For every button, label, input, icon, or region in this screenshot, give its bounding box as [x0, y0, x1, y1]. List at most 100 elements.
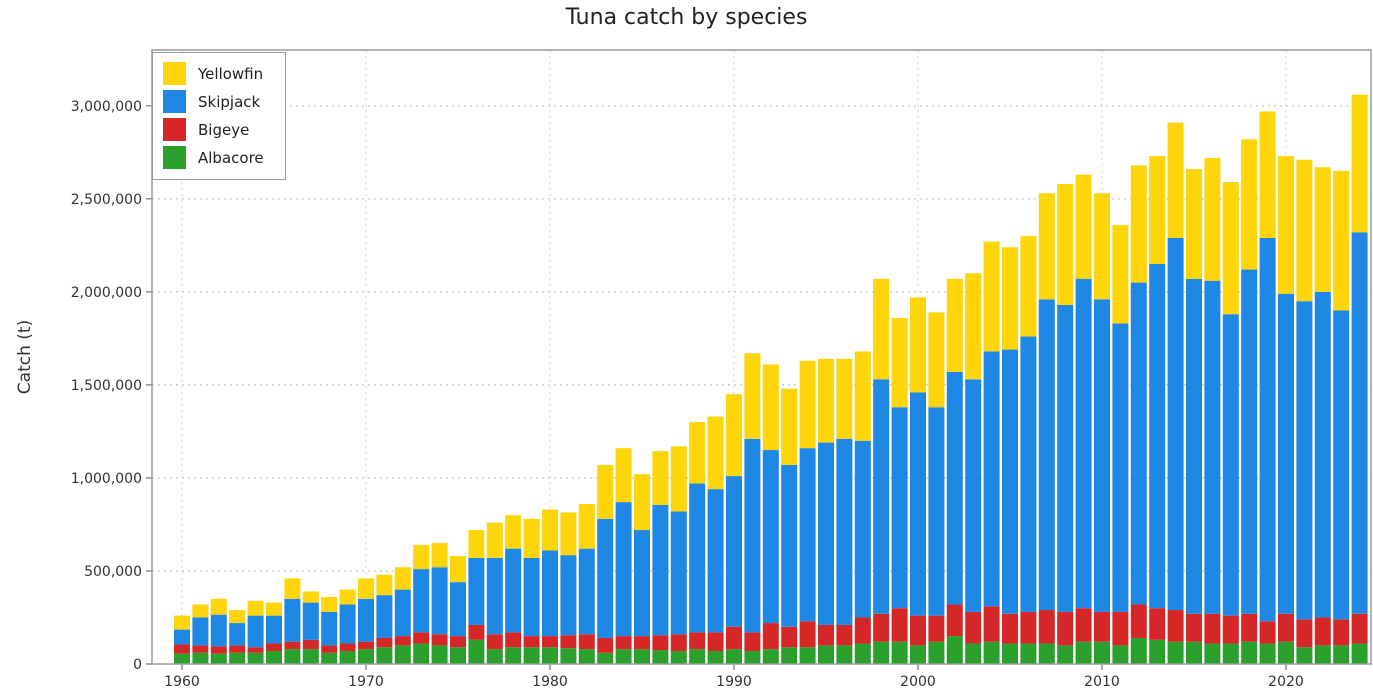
bar-bigeye [468, 625, 484, 640]
bar-bigeye [579, 634, 595, 649]
bar-bigeye [781, 627, 797, 647]
bar-albacore [1352, 644, 1368, 664]
bar-skipjack [358, 599, 374, 642]
bar-yellowfin [376, 575, 392, 595]
bar-bigeye [910, 616, 926, 646]
bar-yellowfin [229, 610, 245, 623]
bar-skipjack [1296, 301, 1312, 619]
bar-yellowfin [211, 599, 227, 615]
bar-bigeye [928, 616, 944, 642]
bar-yellowfin [1094, 193, 1110, 299]
bar-albacore [689, 649, 705, 664]
bar-albacore [1112, 645, 1128, 664]
bar-yellowfin [1057, 184, 1073, 305]
bar-albacore [928, 642, 944, 664]
bar-yellowfin [1112, 225, 1128, 324]
y-tick-label: 2,000,000 [71, 285, 142, 301]
bar-bigeye [340, 644, 356, 651]
bar-yellowfin [192, 604, 208, 617]
bar-bigeye [1039, 610, 1055, 643]
bar-albacore [303, 649, 319, 664]
x-tick-label: 2010 [1084, 674, 1120, 690]
bar-skipjack [1278, 294, 1294, 614]
bar-bigeye [1204, 614, 1220, 644]
bar-bigeye [744, 632, 760, 651]
bar-albacore [266, 651, 282, 664]
bar-albacore [763, 649, 779, 664]
bar-skipjack [1352, 232, 1368, 613]
bar-skipjack [1333, 310, 1349, 619]
bar-bigeye [652, 635, 668, 650]
bar-bigeye [229, 645, 245, 652]
bar-skipjack [818, 443, 834, 625]
bar-yellowfin [468, 530, 484, 558]
bar-skipjack [395, 590, 411, 637]
bar-bigeye [358, 642, 374, 649]
legend-swatch-bigeye [163, 118, 186, 141]
bar-skipjack [1168, 238, 1184, 610]
bar-skipjack [1186, 279, 1202, 614]
bar-bigeye [505, 632, 521, 647]
bar-skipjack [1260, 238, 1276, 621]
bar-bigeye [1057, 612, 1073, 645]
bar-skipjack [284, 599, 300, 642]
bar-bigeye [818, 625, 834, 645]
bar-skipjack [652, 505, 668, 635]
bar-yellowfin [726, 394, 742, 476]
bar-yellowfin [560, 512, 576, 555]
bar-yellowfin [487, 523, 503, 558]
x-tick-label: 2020 [1268, 674, 1304, 690]
bar-albacore [892, 642, 908, 664]
bar-albacore [652, 650, 668, 664]
legend-swatch-yellowfin [163, 62, 186, 85]
bar-skipjack [560, 555, 576, 635]
bar-skipjack [413, 569, 429, 632]
bar-albacore [616, 649, 632, 664]
bar-bigeye [1112, 612, 1128, 645]
bar-skipjack [873, 379, 889, 613]
bar-bigeye [1186, 614, 1202, 642]
bar-skipjack [211, 615, 227, 647]
y-axis-title: Catch (t) [15, 320, 35, 394]
bar-yellowfin [800, 361, 816, 448]
bar-albacore [1204, 644, 1220, 664]
bar-albacore [505, 647, 521, 664]
bar-yellowfin [432, 543, 448, 567]
bar-skipjack [1020, 337, 1036, 612]
bar-albacore [487, 649, 503, 664]
y-tick-label: 500,000 [84, 564, 142, 580]
bar-albacore [248, 653, 264, 664]
bar-bigeye [634, 636, 650, 649]
legend-swatch-skipjack [163, 90, 186, 113]
bar-skipjack [689, 484, 705, 633]
bar-albacore [468, 640, 484, 664]
y-tick-label: 3,000,000 [71, 99, 142, 115]
bar-bigeye [303, 640, 319, 649]
bar-yellowfin [873, 279, 889, 379]
bar-skipjack [855, 441, 871, 618]
bar-skipjack [505, 549, 521, 633]
bar-albacore [1241, 642, 1257, 664]
bar-skipjack [1057, 305, 1073, 612]
bar-yellowfin [1296, 160, 1312, 301]
bar-albacore [432, 645, 448, 664]
legend: Yellowfin Skipjack Bigeye Albacore [152, 52, 286, 180]
x-tick-label: 2000 [900, 674, 936, 690]
bar-skipjack [248, 616, 264, 648]
bar-albacore [450, 647, 466, 664]
bar-albacore [174, 654, 190, 664]
bar-yellowfin [248, 601, 264, 616]
x-tick-label: 1980 [532, 674, 568, 690]
bar-bigeye [855, 617, 871, 643]
bar-albacore [358, 649, 374, 664]
bar-bigeye [1241, 614, 1257, 642]
bar-skipjack [671, 511, 687, 634]
bar-bigeye [1333, 619, 1349, 645]
bar-albacore [708, 651, 724, 664]
bar-albacore [1002, 644, 1018, 664]
bar-albacore [1094, 642, 1110, 664]
bar-yellowfin [744, 353, 760, 439]
legend-label-yellowfin: Yellowfin [198, 65, 263, 83]
bar-albacore [965, 644, 981, 664]
bar-skipjack [726, 476, 742, 627]
